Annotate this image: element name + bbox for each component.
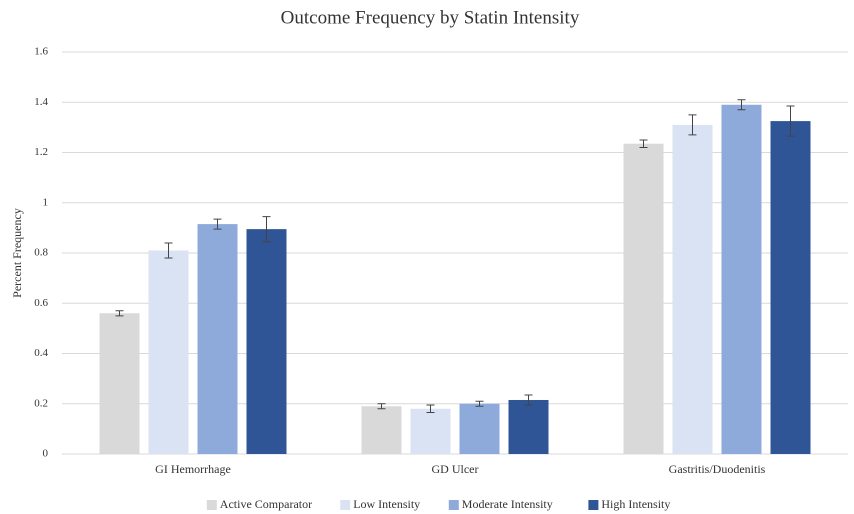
bar <box>508 399 549 454</box>
y-tick-label: 1.4 <box>34 96 48 108</box>
y-tick-label: 0.8 <box>34 247 48 259</box>
x-tick-label: GD Ulcer <box>432 462 479 476</box>
bar <box>770 121 811 454</box>
bar <box>672 124 713 455</box>
legend-label: Active Comparator <box>220 497 312 511</box>
error-bar <box>639 139 648 148</box>
legend-label: Moderate Intensity <box>462 497 553 511</box>
y-axis-label: Percent Frequency <box>10 208 24 298</box>
y-tick-label: 0.4 <box>34 347 48 359</box>
bar <box>459 403 500 454</box>
bar <box>361 406 402 454</box>
error-bar <box>377 403 386 410</box>
error-bar <box>115 310 124 317</box>
error-bar <box>475 400 484 407</box>
y-tick-label: 0.2 <box>34 397 48 409</box>
y-tick-label: 0.6 <box>34 297 48 309</box>
legend-swatch <box>448 500 459 510</box>
bar <box>197 224 238 454</box>
y-tick-label: 0 <box>43 448 49 460</box>
y-tick-label: 1.2 <box>34 146 48 158</box>
error-bar <box>688 114 697 136</box>
bar <box>99 313 140 454</box>
legend-label: Low Intensity <box>353 497 420 511</box>
legend-swatch <box>588 500 599 510</box>
legend-swatch <box>340 500 351 510</box>
legend-swatch <box>206 500 217 510</box>
bar <box>410 408 451 454</box>
error-bar <box>524 394 533 406</box>
bar <box>721 104 762 454</box>
bar <box>148 250 189 454</box>
error-bar <box>737 99 746 111</box>
y-tick-label: 1.6 <box>34 46 48 58</box>
error-bar <box>426 404 435 414</box>
error-bar <box>213 218 222 230</box>
legend-label: High Intensity <box>601 497 670 511</box>
bar <box>246 229 287 454</box>
error-bar <box>786 105 795 137</box>
chart-title: Outcome Frequency by Statin Intensity <box>281 7 580 28</box>
y-tick-label: 1 <box>43 196 49 208</box>
error-bar <box>164 242 173 259</box>
error-bar <box>262 216 271 243</box>
x-tick-label: GI Hemorrhage <box>155 462 231 476</box>
bar <box>623 143 664 455</box>
x-tick-label: Gastritis/Duodenitis <box>669 462 766 476</box>
